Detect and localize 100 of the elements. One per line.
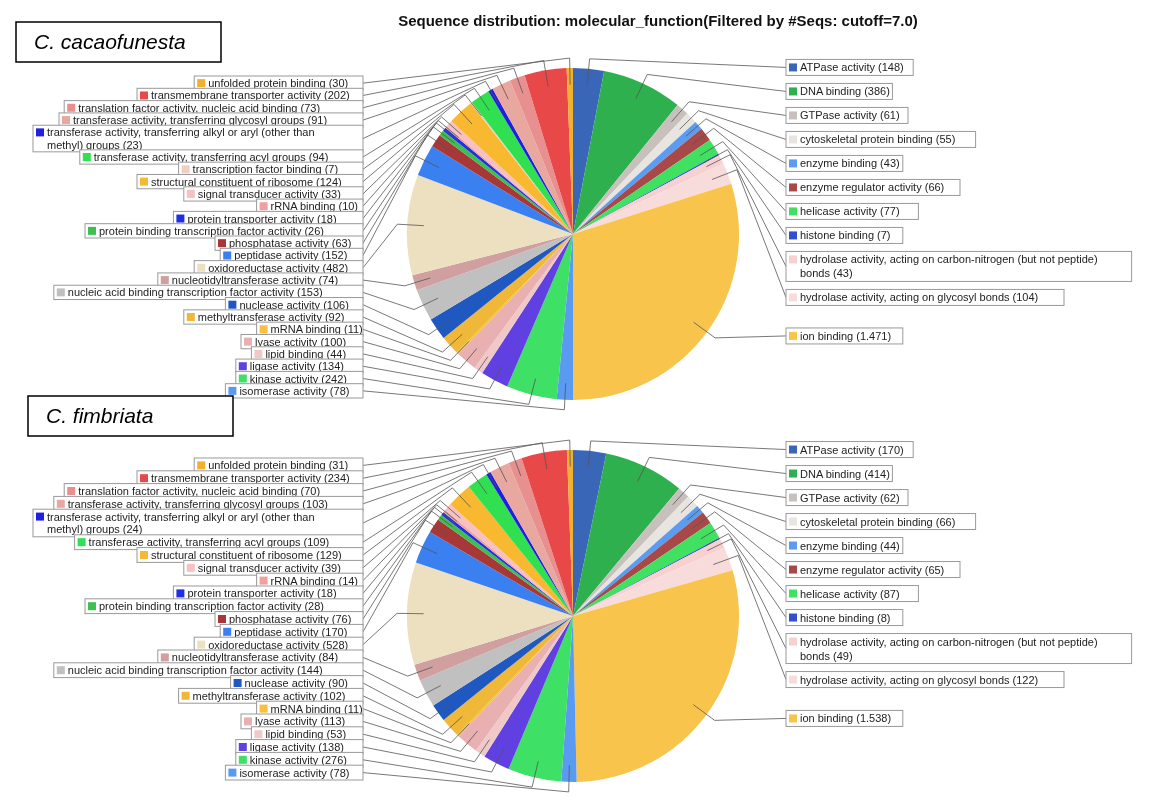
legend-label: kinase activity (242)	[249, 372, 348, 385]
legend-label: phosphatase activity (76)	[229, 613, 352, 625]
legend-label: transmembrane transporter activity (202)	[151, 89, 350, 102]
legend-label: lipid binding (44)	[265, 347, 347, 360]
legend-label: histone binding (7)	[800, 229, 891, 242]
pie-slice	[415, 531, 573, 616]
legend-label: lipid binding (53)	[265, 728, 347, 741]
pie-slice	[475, 616, 573, 757]
chart-subtitle: C. cacaofunesta	[34, 30, 186, 53]
legend-label: enzyme binding (44)	[800, 539, 900, 552]
pie-slice	[524, 68, 573, 234]
pie-slice	[521, 450, 573, 616]
legend-label: ion binding (1.538)	[800, 712, 892, 725]
legend-label: histone binding (8)	[800, 611, 891, 624]
legend-label: GTPase activity (62)	[800, 491, 900, 504]
pie-slice	[573, 68, 605, 234]
pie-slice	[468, 474, 573, 616]
pie-slice	[474, 234, 573, 373]
legend-label: peptidase activity (152)	[234, 249, 348, 262]
legend-label: oxidoreductase activity (482)	[208, 261, 349, 274]
legend-label: transferase activity, transferring glycosyl groups (91)	[73, 114, 328, 127]
pie-slice	[407, 174, 573, 276]
legend-label: signal transducer activity (39)	[197, 561, 341, 574]
legend-label: ATPase activity (170)	[800, 443, 904, 456]
legend-label: methyltransferase activity (102)	[192, 689, 346, 702]
pie-slice	[573, 453, 680, 616]
legend-label: mRNA binding (11)	[270, 702, 363, 715]
pie-slice	[482, 234, 573, 387]
pie-slice	[414, 616, 573, 681]
legend-label: ligase activity (138)	[249, 741, 344, 753]
legend-label: phosphatase activity (63)	[229, 237, 352, 250]
legend-label: transferase activity, transferring alkyl or aryl (other than methyl) groups (23)	[47, 126, 315, 151]
pie-slice	[433, 616, 573, 720]
legend-label: isomerase activity (78)	[239, 384, 350, 397]
pie-slice	[508, 616, 573, 782]
pie-slice	[417, 146, 573, 234]
pie-slice	[507, 234, 573, 400]
legend-label: transmembrane transporter activity (234)	[151, 472, 350, 485]
chart-subtitle: C. fimbriata	[46, 404, 154, 427]
pie-slice	[573, 139, 719, 234]
chart-title: Sequence distribution: molecular_function(Filtered by #Seqs: cutoff=7.0)	[398, 12, 918, 29]
legend-label: ion binding (1.471)	[800, 329, 892, 342]
legend-label: transferase activity, transferring glycosyl groups (103)	[67, 497, 329, 510]
legend-label: translation factor activity, nucleic acid binding (73)	[78, 101, 321, 114]
pie-slice	[573, 183, 739, 400]
legend-label: protein binding transcription factor activity (28)	[99, 600, 324, 613]
legend-label: kinase activity (276)	[249, 753, 348, 766]
legend-label: enzyme binding (43)	[800, 157, 900, 170]
legend-label: signal transducer activity (33)	[197, 187, 341, 200]
pie-slice	[573, 70, 678, 234]
legend-label: hydrolase activity, acting on glycosyl bonds (104)	[800, 291, 1039, 304]
pie-slice	[416, 234, 573, 320]
pie-slice	[484, 616, 573, 769]
legend-label: lyase activity (113)	[255, 715, 346, 728]
legend-label: nuclease activity (90)	[244, 677, 348, 689]
legend-label: unfolded protein binding (30)	[208, 77, 349, 90]
legend-label: mRNA binding (11)	[270, 323, 363, 336]
legend-label: isomerase activity (78)	[239, 766, 350, 779]
legend-label: protein transporter activity (18)	[187, 587, 337, 600]
legend-label: helicase activity (77)	[800, 205, 900, 218]
legend-label: transferase activity, transferring alkyl or aryl (other than methyl) groups (24)	[47, 510, 315, 536]
legend-label: enzyme regulator activity (66)	[800, 181, 945, 194]
legend-label: nucleic acid binding transcription factor activity (153)	[67, 286, 323, 299]
legend-label: DNA binding (386)	[800, 85, 890, 98]
pie-slice	[407, 562, 573, 665]
legend-label: enzyme regulator activity (65)	[800, 563, 945, 576]
legend-label: ligase activity (134)	[249, 360, 344, 373]
legend-label: structural constituent of ribosome (124)	[151, 175, 342, 188]
legend-label: transferase activity, transferring acyl groups (94)	[93, 151, 329, 163]
legend-label: translation factor activity, nucleic acid binding (70)	[78, 485, 321, 497]
legend-label: cytoskeletal protein binding (66)	[800, 515, 956, 528]
legend-label: transferase activity, transferring acyl groups (109)	[88, 536, 330, 549]
pie-slice	[510, 75, 573, 234]
legend-label: peptidase activity (170)	[234, 625, 348, 638]
legend-label: rRNA binding (14)	[270, 574, 359, 587]
legend-label: methyltransferase activity (92)	[197, 311, 345, 323]
legend-label: DNA binding (414)	[800, 467, 890, 480]
legend-label: oxidoreductase activity (528)	[208, 638, 349, 651]
pie-slice	[420, 616, 573, 706]
legend-label: structural constituent of ribosome (129)	[151, 549, 342, 561]
pie-slice	[412, 234, 573, 291]
legend-label: unfolded protein binding (31)	[208, 459, 349, 472]
legend-label: hydrolase activity, acting on carbon-nitrogen (but not peptide) bonds (43)	[800, 253, 1098, 280]
legend-label: helicase activity (87)	[800, 587, 900, 600]
legend-label: cytoskeletal protein binding (55)	[800, 133, 956, 146]
legend-label: GTPase activity (61)	[800, 109, 900, 122]
legend-label: hydrolase activity, acting on glycosyl bonds (122)	[800, 673, 1039, 686]
pie-slice	[573, 450, 607, 616]
legend-label: protein binding transcription factor activity (26)	[99, 224, 324, 237]
pie-slice	[573, 570, 739, 782]
pie-slice	[430, 234, 573, 338]
pie-slice	[508, 458, 573, 616]
legend-label: hydrolase activity, acting on carbon-nitrogen (but not peptide) bonds (49)	[800, 635, 1098, 662]
legend-label: nucleotidyltransferase activity (74)	[171, 274, 339, 287]
legend-label: rRNA binding (10)	[270, 200, 359, 213]
legend-label: protein transporter activity (18)	[187, 212, 337, 225]
legend-label: nucleic acid binding transcription factor activity (144)	[67, 664, 323, 677]
legend-label: nuclease activity (106)	[239, 298, 349, 311]
legend-label: ATPase activity (148)	[800, 61, 904, 74]
legend-label: lyase activity (100)	[255, 335, 347, 348]
